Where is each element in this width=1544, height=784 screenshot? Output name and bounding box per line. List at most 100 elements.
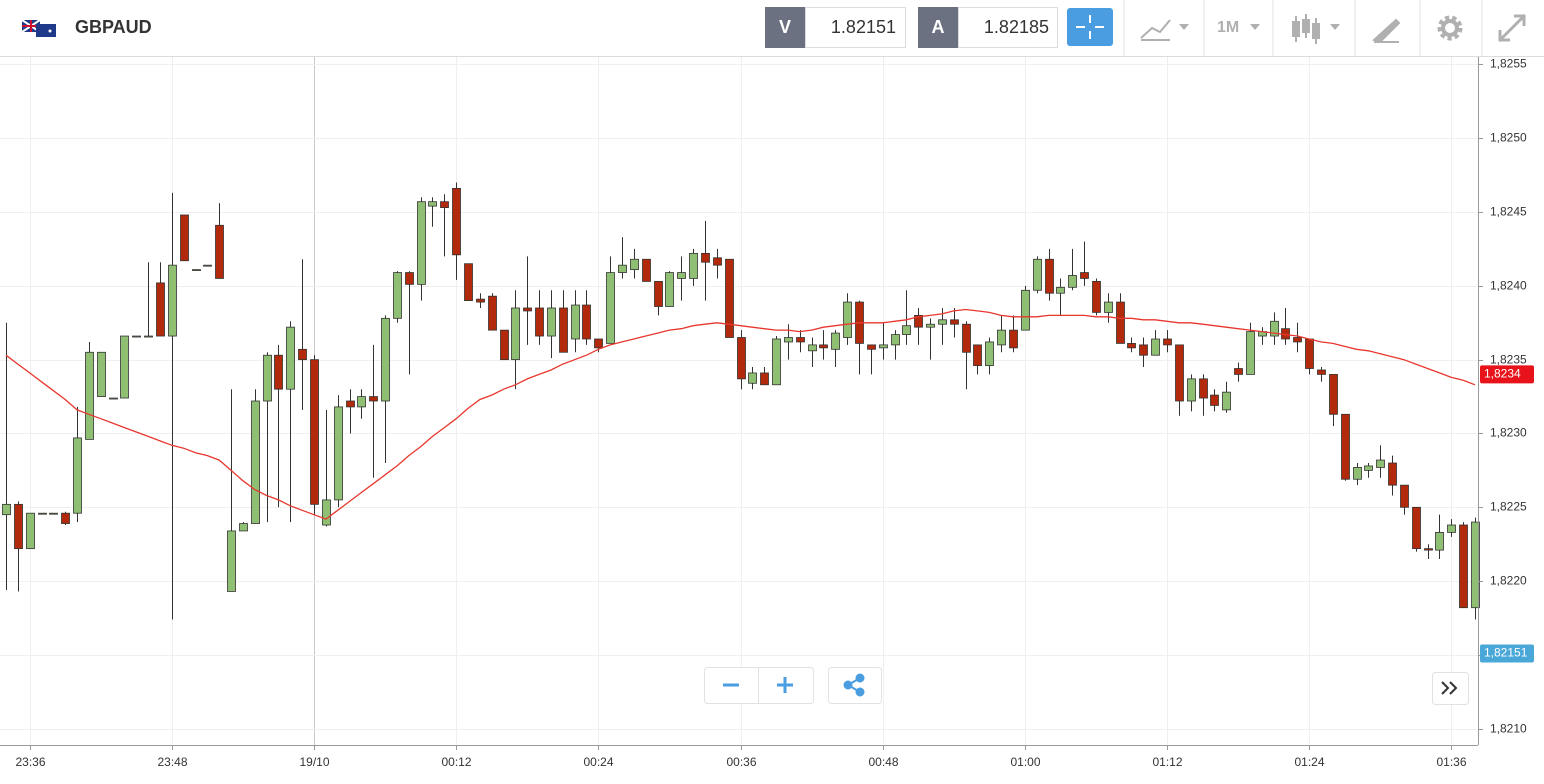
candle-body — [180, 214, 189, 262]
timeframe[interactable]: 1M — [1217, 19, 1239, 36]
candle-body — [369, 396, 378, 402]
candle-body — [582, 304, 591, 340]
candle-body — [26, 512, 35, 550]
x-tick-label: 01:00 — [1010, 755, 1040, 769]
candle-body — [796, 337, 805, 343]
candle-body — [1459, 524, 1468, 609]
caret — [1179, 24, 1189, 30]
candle-body — [120, 335, 129, 399]
candle-body — [1364, 465, 1373, 471]
bid-button[interactable] — [765, 7, 805, 48]
candle-body — [511, 307, 520, 361]
candle-body — [1187, 378, 1196, 402]
candle-body — [1447, 524, 1456, 533]
candle-body — [547, 307, 556, 337]
candle-body — [1246, 331, 1255, 375]
candle-body — [1435, 531, 1444, 551]
candle-body — [701, 252, 710, 263]
candle-body — [346, 400, 355, 408]
candle-body — [1341, 413, 1350, 480]
candle-body — [1329, 374, 1338, 415]
candle-body — [1127, 343, 1136, 349]
candle-body — [1199, 378, 1208, 399]
candle-body — [594, 338, 603, 349]
candle-body — [1222, 391, 1231, 411]
last-price-tag: 1,82151 — [1484, 646, 1528, 660]
caret — [1330, 24, 1340, 30]
candle-body — [2, 503, 11, 516]
candle-body — [405, 272, 414, 285]
y-tick-label: 1,8255 — [1490, 57, 1527, 71]
candle-body — [61, 512, 70, 524]
settings-icon[interactable] — [1437, 15, 1463, 41]
candle-body — [808, 344, 817, 352]
candle-body — [571, 304, 580, 340]
x-tick-label: 23:48 — [157, 755, 187, 769]
candle-body — [1163, 338, 1172, 346]
ask-button[interactable] — [918, 7, 958, 48]
candle-body — [713, 257, 722, 266]
candle-body — [962, 323, 971, 353]
candle-body — [1092, 281, 1101, 313]
zoom-in-button[interactable] — [777, 677, 793, 693]
ask-price: 1.82185 — [984, 17, 1049, 37]
candle-body — [1175, 344, 1184, 402]
crosshair-icon — [1076, 15, 1104, 39]
candle-body — [879, 344, 888, 349]
candle-body — [97, 351, 106, 397]
candle-body — [843, 301, 852, 338]
candle-body — [677, 272, 686, 279]
candle-body — [1033, 258, 1042, 291]
y-tick-label: 1,8240 — [1490, 279, 1527, 293]
y-tick-label: 1,8230 — [1490, 426, 1527, 440]
x-tick-label: 00:12 — [441, 755, 471, 769]
candle-body — [381, 317, 390, 402]
x-tick-label: 19/10 — [299, 755, 329, 769]
candle-body — [144, 335, 153, 338]
moving-average-line — [5, 308, 1476, 520]
candle-body — [1376, 459, 1385, 468]
candle-body — [642, 258, 651, 282]
crosshair-button[interactable] — [1067, 8, 1113, 46]
candle-body — [985, 341, 994, 366]
chart-type-icon[interactable] — [1140, 19, 1171, 41]
candle-body — [1080, 272, 1089, 279]
candle-body — [1021, 289, 1030, 331]
candle-body — [452, 187, 461, 256]
candle-body — [251, 400, 260, 524]
ask-label: A — [932, 17, 945, 37]
candle-body — [132, 335, 141, 338]
bid-label: V — [779, 17, 791, 37]
candle-body — [156, 282, 165, 337]
share-button[interactable] — [828, 667, 882, 704]
candle-body — [1293, 337, 1302, 343]
candle-body — [428, 201, 437, 207]
candle-body — [215, 224, 224, 279]
candle-body — [203, 264, 212, 267]
ma-price-tag: 1,8234 — [1484, 367, 1521, 381]
candle-body — [38, 512, 47, 515]
candle-body — [950, 319, 959, 325]
candle-body — [310, 359, 319, 505]
x-tick-label: 00:24 — [583, 755, 613, 769]
candle-body — [689, 252, 698, 279]
draw-icon[interactable] — [1372, 18, 1401, 44]
candle-body — [772, 338, 781, 386]
candle-body — [488, 295, 497, 331]
fullscreen-icon[interactable] — [1498, 14, 1526, 42]
candle-icon[interactable] — [1292, 14, 1320, 44]
candle-body — [1116, 301, 1125, 344]
candle-body — [168, 264, 177, 337]
candle-body — [1471, 521, 1480, 609]
y-tick-label: 1,8220 — [1490, 574, 1527, 588]
plot — [0, 57, 1480, 745]
scroll-end-button[interactable] — [1432, 672, 1469, 705]
candle-body — [914, 314, 923, 328]
y-tick-label: 1,8210 — [1490, 722, 1527, 736]
candle-body — [1412, 506, 1421, 550]
candle-body — [239, 523, 248, 532]
candle-body — [1353, 467, 1362, 480]
ma-price-tag-box — [1480, 365, 1534, 384]
candle-body — [973, 344, 982, 366]
ask-box — [958, 7, 1058, 48]
